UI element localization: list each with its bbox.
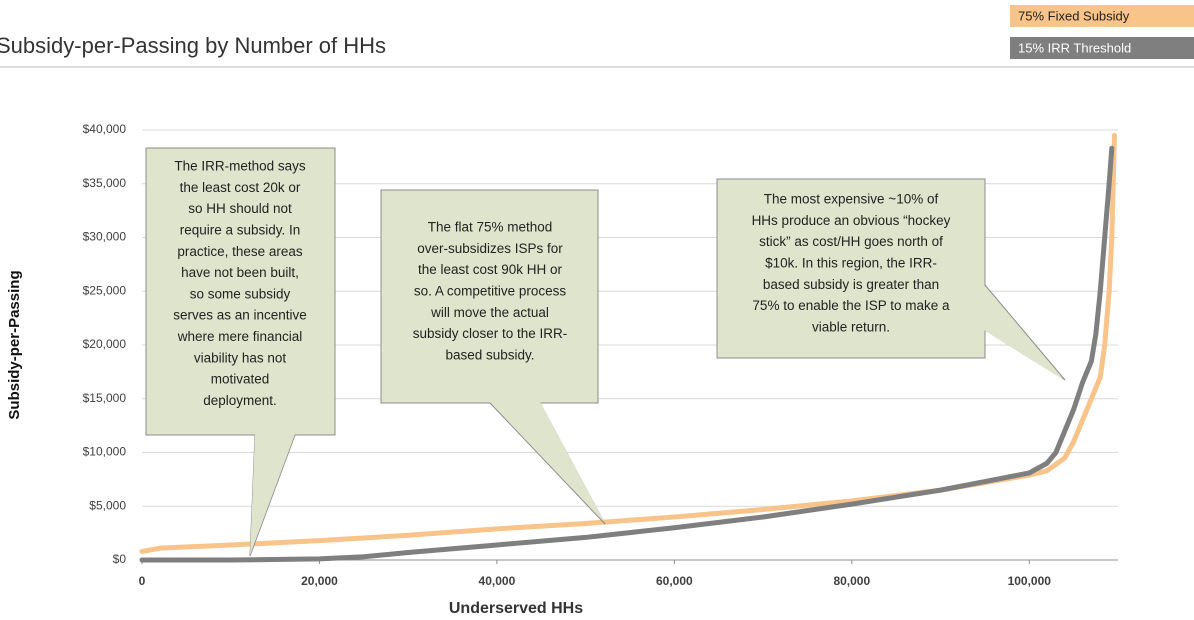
callout-text: practice, these areas	[177, 244, 303, 259]
callout-text: stick” as cost/HH goes north of	[759, 234, 943, 249]
callout-text: The most expensive ~10% of	[764, 192, 939, 207]
y-tick-label: $25,000	[83, 283, 127, 297]
callout-text: viability has not	[194, 350, 287, 365]
callout-text: where mere financial	[177, 329, 303, 344]
x-tick-label: 20,000	[301, 574, 338, 588]
callout-text: The flat 75% method	[428, 220, 553, 235]
callout-joint	[250, 434, 295, 555]
y-tick-label: $40,000	[83, 122, 127, 136]
callout-text: so HH should not	[188, 201, 292, 216]
callout-text: so some subsidy	[190, 286, 291, 301]
chart-title: Subsidy-per-Passing by Number of HHs	[0, 33, 386, 58]
callout-text: based subsidy is greater than	[763, 277, 939, 292]
callout-text: so. A competitive process	[414, 283, 567, 298]
x-tick-label: 0	[139, 574, 146, 588]
callout-text: the least cost 90k HH or	[418, 262, 563, 277]
callout-text: have not been built,	[181, 265, 299, 280]
callout: The IRR-method says the least cost 20k or…	[145, 147, 336, 557]
y-tick-label: $10,000	[83, 445, 127, 459]
callout-text: motivated	[211, 372, 270, 387]
y-tick-label: $30,000	[83, 230, 127, 244]
callout-box	[145, 147, 336, 436]
callout-text: $10k. In this region, the IRR-	[765, 255, 937, 270]
callout-text: the least cost 20k or	[180, 180, 301, 195]
x-axis-label: Underserved HHs	[449, 600, 583, 617]
callout-text: serves as an incentive	[173, 308, 307, 323]
callout-joint	[490, 402, 605, 523]
callout: The most expensive ~10% of HHs produce an…	[716, 178, 1066, 381]
callout-text: based subsidy.	[445, 347, 534, 362]
callout: The flat 75% method over-subsidizes ISPs …	[380, 189, 606, 525]
callout-text: The IRR-method says	[174, 159, 306, 174]
y-axis-label: Subsidy-per-Passing	[6, 270, 23, 419]
callout-text: HHs produce an obvious “hockey	[752, 213, 951, 228]
callout-text: subsidy closer to the IRR-	[413, 326, 568, 341]
callout-text: will move the actual	[430, 305, 549, 320]
callout-text: viable return.	[812, 319, 890, 334]
x-tick-label: 40,000	[479, 574, 516, 588]
callout-text: require a subsidy. In	[180, 222, 301, 237]
legend-swatch	[1010, 5, 1194, 27]
legend-swatch	[1010, 37, 1194, 59]
x-tick-label: 80,000	[833, 574, 870, 588]
callout-box	[380, 189, 599, 404]
x-tick-label: 60,000	[656, 574, 693, 588]
legend-label: 75% Fixed Subsidy	[1018, 8, 1130, 23]
x-tick-label: 100,000	[1008, 574, 1052, 588]
y-tick-label: $20,000	[83, 337, 127, 351]
y-tick-label: $35,000	[83, 176, 127, 190]
callout-box	[716, 178, 986, 359]
callout-joint	[984, 285, 1064, 380]
y-tick-label: $0	[113, 552, 127, 566]
y-tick-label: $5,000	[89, 498, 126, 512]
callout-text: 75% to enable the ISP to make a	[752, 298, 950, 313]
series-line	[139, 145, 1115, 563]
y-tick-label: $15,000	[83, 391, 127, 405]
legend-label: 15% IRR Threshold	[1018, 40, 1131, 55]
callout-text: over-subsidizes ISPs for	[417, 241, 563, 256]
callout-text: deployment.	[203, 393, 277, 408]
